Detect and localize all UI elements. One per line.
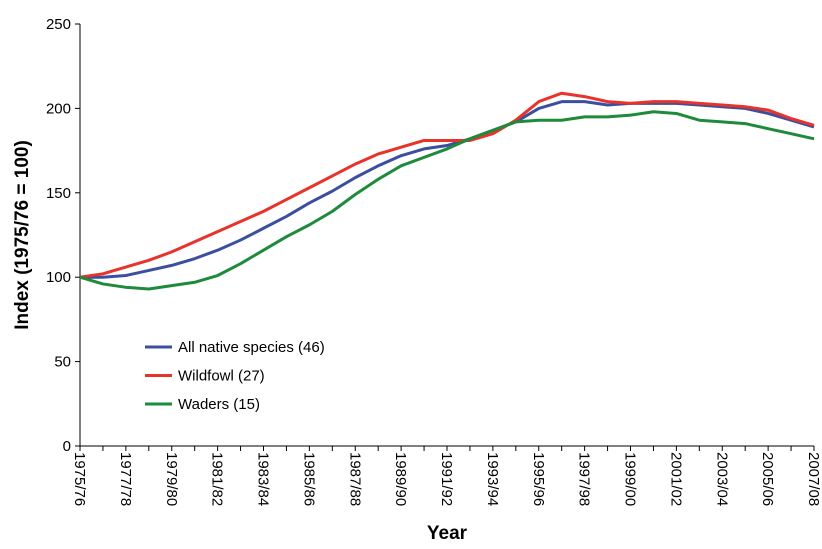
x-tick-label: 1975/76 xyxy=(71,452,88,506)
x-tick-label: 1993/94 xyxy=(484,452,501,506)
series-line xyxy=(79,110,815,291)
x-tick-label: 1979/80 xyxy=(163,452,180,506)
legend-label: Wildfowl (27) xyxy=(178,368,265,385)
x-tick-label: 1981/82 xyxy=(209,452,226,506)
series-line xyxy=(80,100,815,279)
x-tick-label: 1991/92 xyxy=(438,452,455,506)
x-tick-label: 2001/02 xyxy=(667,452,684,506)
x-tick-label: 2005/06 xyxy=(759,452,776,506)
x-tick-label: 2003/04 xyxy=(713,452,730,506)
legend-label: Waders (15) xyxy=(178,396,260,413)
x-tick-label: 1987/88 xyxy=(346,452,363,506)
x-tick-label: 1995/96 xyxy=(530,452,547,506)
x-tick-label: 1977/78 xyxy=(117,452,134,506)
series-line xyxy=(79,91,815,279)
x-tick-label: 2007/08 xyxy=(805,452,822,506)
y-tick-label: 100 xyxy=(46,269,71,286)
y-tick-label: 150 xyxy=(46,185,71,202)
legend-label: All native species (46) xyxy=(178,339,325,356)
y-axis-label: Index (1975/76 = 100) xyxy=(12,140,33,330)
x-tick-label: 1997/98 xyxy=(576,452,593,506)
x-tick-label: 1999/00 xyxy=(622,452,639,506)
y-tick-label: 50 xyxy=(54,354,71,371)
y-tick-label: 200 xyxy=(46,100,71,117)
x-axis-label: Year xyxy=(427,523,468,544)
y-tick-label: 0 xyxy=(63,438,71,455)
x-tick-label: 1989/90 xyxy=(392,452,409,506)
y-tick-label: 250 xyxy=(46,16,71,33)
x-tick-label: 1983/84 xyxy=(255,452,272,506)
x-tick-label: 1985/86 xyxy=(300,452,317,506)
